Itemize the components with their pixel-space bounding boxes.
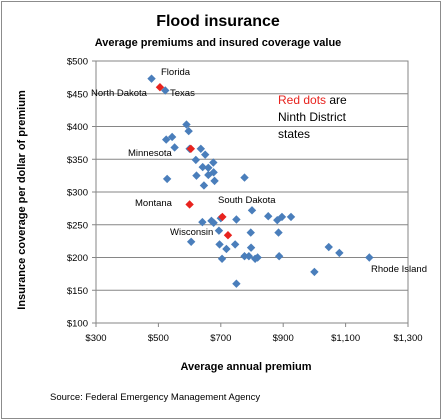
data-points — [147, 74, 374, 288]
data-point — [217, 254, 227, 264]
data-point — [253, 253, 262, 262]
data-point — [184, 126, 193, 136]
data-point — [186, 237, 196, 246]
data-point — [214, 226, 224, 235]
chart-subtitle: Average premiums and insured coverage va… — [95, 37, 342, 49]
ninth-district-point — [223, 231, 233, 240]
data-point — [274, 228, 283, 237]
data-point — [170, 143, 179, 152]
x-axis-label: Average annual premium — [180, 361, 311, 373]
annotation-are: are — [326, 93, 347, 107]
label-south-dakota: South Dakota — [218, 195, 276, 206]
data-point — [232, 279, 241, 288]
data-point — [162, 174, 172, 184]
label-north-dakota: North Dakota — [91, 88, 148, 99]
data-point — [192, 171, 201, 180]
data-point — [244, 251, 254, 261]
y-tick-label: $300 — [67, 188, 88, 199]
ninth-district-point — [155, 83, 165, 92]
source-note: Source: Federal Emergency Management Age… — [50, 392, 260, 403]
label-montana: Montana — [135, 198, 173, 209]
label-minnesota: Minnesota — [128, 148, 173, 159]
data-point — [232, 215, 241, 224]
y-axis-label: Insurance coverage per dollar of premium — [16, 90, 28, 310]
x-tick-label: $900 — [273, 333, 294, 344]
data-point — [240, 173, 249, 182]
data-point — [182, 120, 191, 129]
ninth-district-point — [218, 212, 227, 222]
y-tick-label: $200 — [67, 253, 88, 264]
label-texas: Texas — [170, 88, 195, 99]
data-point — [147, 74, 156, 83]
data-point — [246, 243, 256, 252]
data-point — [209, 158, 218, 167]
x-tick-label: $1,100 — [331, 333, 360, 344]
data-point — [277, 212, 287, 222]
x-tick-label: $700 — [210, 333, 231, 344]
data-point — [324, 242, 333, 252]
annotation-red-dots: Red dots — [278, 93, 326, 107]
annotation-line-3: states — [278, 127, 310, 141]
annotation-line-2: Ninth District — [278, 110, 347, 124]
label-florida: Florida — [161, 67, 191, 78]
data-point — [210, 176, 219, 186]
y-tick-label: $450 — [67, 89, 88, 100]
ninth-district-point — [186, 144, 196, 153]
label-rhode-island: Rhode Island — [371, 264, 427, 275]
data-point — [196, 144, 206, 153]
data-point — [240, 251, 249, 261]
chart-title: Flood insurance — [156, 13, 280, 30]
x-tick-label: $1,300 — [393, 333, 422, 344]
y-axis-ticks: $100 $150 $200 $250 $300 $350 $400 $450 $500 — [67, 57, 96, 330]
data-point — [365, 253, 374, 262]
data-point — [335, 248, 344, 258]
data-point — [167, 132, 177, 142]
data-point — [161, 86, 170, 95]
data-point — [198, 162, 207, 172]
data-point — [286, 212, 296, 222]
ninth-district-point — [185, 200, 194, 209]
y-tick-label: $150 — [67, 286, 88, 297]
data-point — [162, 135, 171, 144]
data-point — [230, 240, 240, 249]
data-point — [274, 251, 284, 261]
annotation-line-1: Red dots are — [278, 93, 347, 107]
data-point — [209, 168, 218, 177]
data-point — [264, 212, 273, 221]
x-tick-label: $500 — [148, 333, 169, 344]
y-tick-label: $500 — [67, 57, 88, 68]
data-point — [247, 206, 257, 215]
y-tick-label: $100 — [67, 319, 88, 330]
data-point — [310, 267, 319, 277]
data-point — [222, 244, 231, 254]
data-point — [191, 155, 201, 165]
data-point — [199, 181, 209, 190]
y-tick-label: $400 — [67, 122, 88, 133]
x-axis-ticks: $300 $500 $700 $900 $1,100 $1,300 — [85, 323, 423, 344]
data-point — [209, 218, 218, 227]
x-tick-label: $300 — [85, 333, 106, 344]
y-tick-label: $250 — [67, 220, 88, 231]
y-tick-label: $350 — [67, 155, 88, 166]
data-point — [198, 217, 207, 227]
data-point — [215, 240, 224, 249]
grid-lines — [96, 93, 408, 291]
label-wisconsin: Wisconsin — [170, 227, 213, 238]
data-point — [246, 228, 255, 237]
data-point — [201, 150, 210, 159]
data-point — [204, 163, 213, 172]
